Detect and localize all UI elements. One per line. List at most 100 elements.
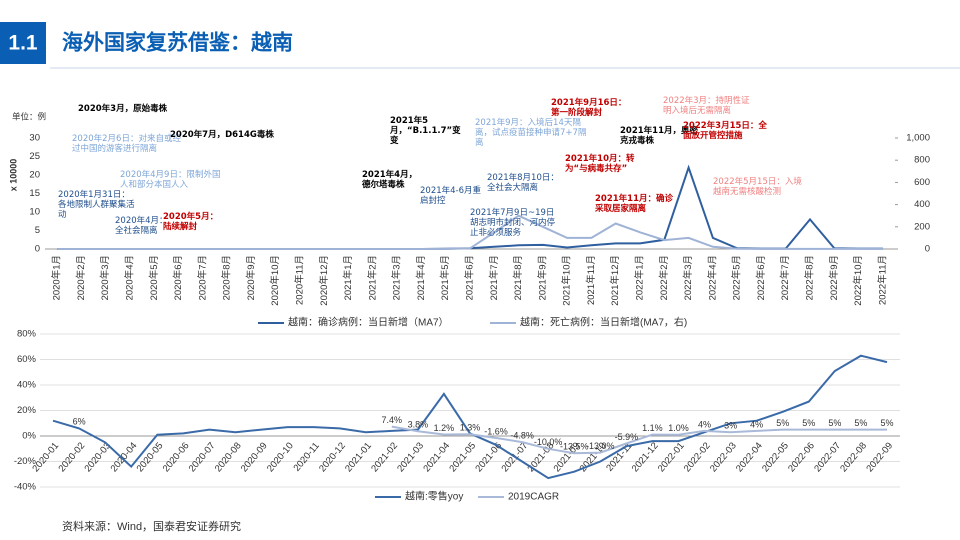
y2-tick-label: 0	[925, 244, 930, 255]
x-tick-label: 2021年4月	[415, 255, 427, 300]
x-tick-label: 2022年3月	[682, 255, 694, 300]
x-tick-label: 2020-12	[317, 440, 348, 474]
x-tick-label: 2021年7月	[488, 255, 500, 300]
x-tick-label: 2021年2月	[366, 255, 378, 300]
x-tick-label: 2020年5月	[148, 255, 160, 300]
annotation: 2020年5月：陆续解封	[163, 212, 219, 232]
x-tick-label: 2020-07	[187, 440, 218, 474]
data-label: 7.4%	[382, 415, 403, 425]
unit-label: 单位：例	[12, 111, 46, 121]
data-label: 1.3%	[460, 423, 481, 433]
x-tick-label: 2022-06	[786, 440, 817, 474]
legend-label: 越南：死亡病例：当日新增(MA7，右)	[520, 316, 687, 329]
annotation: 2021年11月，奥密克戎毒株	[620, 126, 698, 146]
y-axis-label: x 10000	[8, 159, 18, 192]
x-tick-label: 2020年3月	[99, 255, 111, 300]
annotation: 2021年7月9日~19日胡志明市封闭、河内停止非必须服务	[470, 208, 556, 238]
x-tick-label: 2021年8月	[512, 255, 524, 300]
data-label: -5.9%	[615, 432, 639, 442]
y2-tick-label: 800	[914, 155, 930, 166]
slide-title: 海外国家复苏借鉴：越南	[62, 31, 293, 55]
legend-label: 2019CAGR	[508, 492, 559, 503]
x-tick-label: 2022-03	[708, 440, 739, 474]
data-label: 1.2%	[434, 423, 455, 433]
x-tick-label: 2021年5月	[439, 255, 451, 300]
legend-label: 越南:零售yoy	[405, 490, 463, 503]
legend-label: 越南：确诊病例：当日新增（MA7）	[288, 316, 449, 329]
x-tick-label: 2021-02	[369, 440, 400, 474]
y-tick-label: 20%	[17, 405, 37, 416]
data-label: 5%	[802, 418, 815, 428]
x-tick-label: 2020-10	[265, 440, 296, 474]
series-line	[57, 214, 883, 250]
x-tick-label: 2021-01	[343, 440, 374, 474]
x-tick-label: 2022-09	[864, 440, 895, 474]
x-tick-label: 2020年7月	[196, 255, 208, 300]
annotation: 2021年4月，德尔塔毒株	[362, 170, 418, 190]
y-tick-label: 40%	[17, 380, 37, 391]
x-tick-label: 2020年11月	[294, 255, 306, 305]
y-tick-label: 25	[29, 151, 40, 162]
y-tick-label: 80%	[17, 329, 37, 340]
annotation: 2020年3月，原始毒株	[78, 104, 168, 114]
annotation: 2021年9月：入境后14天隔离，试点疫苗接种申请7+7隔离	[475, 118, 587, 148]
data-label: 1.1%	[642, 423, 663, 433]
x-tick-label: 2021-03	[395, 440, 426, 474]
y-tick-label: 60%	[17, 354, 37, 365]
data-label: -10.0%	[534, 437, 563, 447]
y2-tick-label: 200	[914, 221, 930, 232]
x-tick-label: 2021-05	[447, 440, 478, 474]
data-label: 5%	[854, 418, 867, 428]
x-tick-label: 2020年12月	[318, 255, 330, 306]
y-tick-label: 5	[35, 225, 40, 236]
x-tick-label: 2020-08	[213, 440, 244, 474]
source: 资料来源：Wind，国泰君安证券研究	[62, 519, 241, 533]
data-label: -13.5%	[560, 442, 589, 452]
y2-tick-label: 1,000	[906, 133, 930, 144]
data-label: -13.0%	[586, 441, 615, 451]
annotation: 2020年1月31日：各地限制人群聚集活动	[58, 190, 135, 220]
x-tick-label: 2021年1月	[342, 255, 354, 300]
series-line	[391, 425, 887, 455]
annotation: 2021年5月，“B.1.1.7”变变	[390, 116, 461, 146]
annotation: 2020年4月：全社会隔离	[115, 216, 168, 236]
annotation: 2021年10月：转为“与病毒共存”	[565, 154, 635, 174]
annotation: 2022年5月15日：入境越南无需核酸检测	[713, 177, 802, 197]
data-label: 1.0%	[668, 423, 689, 433]
y-tick-label: 0	[35, 244, 40, 255]
x-tick-label: 2020-02	[56, 440, 87, 474]
data-label: 5%	[880, 418, 893, 428]
x-tick-label: 2021-04	[421, 440, 452, 474]
y-tick-label: 15	[29, 188, 40, 199]
annotation: 2020年4月9日：限制外国人和部分本国人入	[120, 170, 221, 190]
x-tick-label: 2020-09	[239, 440, 270, 474]
y-tick-label: -20%	[14, 456, 37, 467]
x-tick-label: 2020年4月	[124, 255, 136, 300]
x-tick-label: 2022年5月	[731, 255, 743, 300]
x-tick-label: 2022年7月	[779, 255, 791, 300]
x-tick-label: 2020-06	[161, 440, 192, 474]
x-tick-label: 2022年8月	[804, 255, 816, 300]
x-tick-label: 2020年10月	[269, 255, 281, 306]
x-tick-label: 2020年8月	[221, 255, 233, 300]
x-tick-label: 2022-05	[760, 440, 791, 474]
x-tick-label: 2021年12月	[609, 255, 621, 306]
data-label: -4.8%	[510, 430, 534, 440]
y-tick-label: 10	[29, 207, 40, 218]
x-tick-label: 2020年2月	[75, 255, 87, 300]
x-tick-label: 2022-04	[734, 440, 765, 474]
x-tick-label: 2020年6月	[172, 255, 184, 300]
y-tick-label: 30	[29, 133, 40, 144]
data-label: -1.6%	[484, 426, 508, 436]
data-label: 5%	[828, 418, 841, 428]
x-tick-label: 2020年9月	[245, 255, 257, 300]
y-tick-label: 0%	[22, 431, 36, 442]
x-tick-label: 2022年6月	[755, 255, 767, 300]
y2-tick-label: 400	[914, 199, 930, 210]
data-label: 3%	[724, 421, 737, 431]
data-label: 6%	[73, 417, 86, 427]
x-tick-label: 2021年11月	[585, 255, 597, 305]
x-tick-label: 2022年1月	[634, 255, 646, 300]
